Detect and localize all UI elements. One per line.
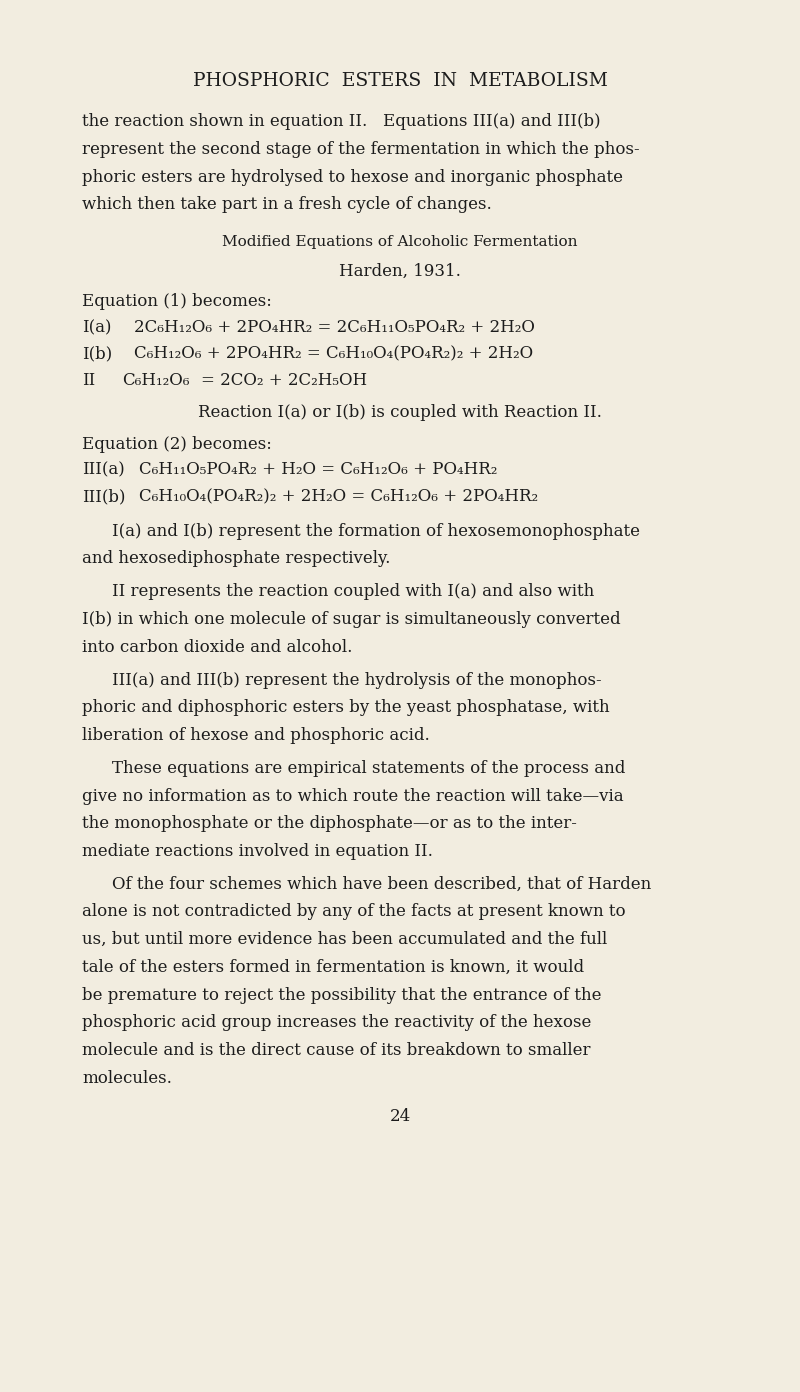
Text: the monophosphate or the diphosphate—or as to the inter-: the monophosphate or the diphosphate—or … (82, 816, 577, 832)
Text: 2C₆H₁₂O₆ + 2PO₄HR₂ = 2C₆H₁₁O₅PO₄R₂ + 2H₂O: 2C₆H₁₂O₆ + 2PO₄HR₂ = 2C₆H₁₁O₅PO₄R₂ + 2H₂… (134, 319, 535, 335)
Text: III(a) and III(b) represent the hydrolysis of the monophos-: III(a) and III(b) represent the hydrolys… (112, 671, 602, 689)
Text: represent the second stage of the fermentation in which the phos-: represent the second stage of the fermen… (82, 141, 640, 159)
Text: and hexosediphosphate respectively.: and hexosediphosphate respectively. (82, 550, 390, 568)
Text: phoric and diphosphoric esters by the yeast phosphatase, with: phoric and diphosphoric esters by the ye… (82, 699, 610, 717)
Text: phosphoric acid group increases the reactivity of the hexose: phosphoric acid group increases the reac… (82, 1015, 591, 1031)
Text: 24: 24 (390, 1108, 410, 1125)
Text: Harden, 1931.: Harden, 1931. (339, 263, 461, 280)
Text: mediate reactions involved in equation II.: mediate reactions involved in equation I… (82, 844, 433, 860)
Text: III(a): III(a) (82, 461, 125, 479)
Text: PHOSPHORIC  ESTERS  IN  METABOLISM: PHOSPHORIC ESTERS IN METABOLISM (193, 72, 607, 90)
Text: liberation of hexose and phosphoric acid.: liberation of hexose and phosphoric acid… (82, 727, 430, 743)
Text: = 2CO₂ + 2C₂H₅OH: = 2CO₂ + 2C₂H₅OH (201, 372, 367, 390)
Text: give no information as to which route the reaction will take—via: give no information as to which route th… (82, 788, 624, 805)
Text: I(a) and I(b) represent the formation of hexosemonophosphate: I(a) and I(b) represent the formation of… (112, 523, 640, 540)
Text: be premature to reject the possibility that the entrance of the: be premature to reject the possibility t… (82, 987, 602, 1004)
Text: into carbon dioxide and alcohol.: into carbon dioxide and alcohol. (82, 639, 352, 656)
Text: Equation (1) becomes:: Equation (1) becomes: (82, 294, 272, 310)
Text: C₆H₁₂O₆: C₆H₁₂O₆ (122, 372, 190, 390)
Text: Of the four schemes which have been described, that of Harden: Of the four schemes which have been desc… (112, 876, 651, 892)
Text: I(b) in which one molecule of sugar is simultaneously converted: I(b) in which one molecule of sugar is s… (82, 611, 621, 628)
Text: the reaction shown in equation II.   Equations III(a) and III(b): the reaction shown in equation II. Equat… (82, 113, 601, 131)
Text: C₆H₁₁O₅PO₄R₂ + H₂O = C₆H₁₂O₆ + PO₄HR₂: C₆H₁₁O₅PO₄R₂ + H₂O = C₆H₁₂O₆ + PO₄HR₂ (139, 461, 498, 479)
Text: phoric esters are hydrolysed to hexose and inorganic phosphate: phoric esters are hydrolysed to hexose a… (82, 168, 623, 185)
Text: tale of the esters formed in fermentation is known, it would: tale of the esters formed in fermentatio… (82, 959, 584, 976)
Text: which then take part in a fresh cycle of changes.: which then take part in a fresh cycle of… (82, 196, 492, 213)
Text: Modified Equations of Alcoholic Fermentation: Modified Equations of Alcoholic Fermenta… (222, 235, 578, 249)
Text: Reaction I(a) or I(b) is coupled with Reaction II.: Reaction I(a) or I(b) is coupled with Re… (198, 404, 602, 420)
Text: Equation (2) becomes:: Equation (2) becomes: (82, 436, 272, 452)
Text: C₆H₁₂O₆ + 2PO₄HR₂ = C₆H₁₀O₄(PO₄R₂)₂ + 2H₂O: C₆H₁₂O₆ + 2PO₄HR₂ = C₆H₁₀O₄(PO₄R₂)₂ + 2H… (134, 345, 533, 363)
Text: I(b): I(b) (82, 345, 112, 363)
Text: II: II (82, 372, 95, 390)
Text: alone is not contradicted by any of the facts at present known to: alone is not contradicted by any of the … (82, 903, 626, 920)
Text: molecules.: molecules. (82, 1069, 172, 1087)
Text: I(a): I(a) (82, 319, 111, 335)
Text: These equations are empirical statements of the process and: These equations are empirical statements… (112, 760, 626, 777)
Text: molecule and is the direct cause of its breakdown to smaller: molecule and is the direct cause of its … (82, 1041, 590, 1059)
Text: II represents the reaction coupled with I(a) and also with: II represents the reaction coupled with … (112, 583, 594, 600)
Text: us, but until more evidence has been accumulated and the full: us, but until more evidence has been acc… (82, 931, 607, 948)
Text: III(b): III(b) (82, 487, 126, 505)
Text: C₆H₁₀O₄(PO₄R₂)₂ + 2H₂O = C₆H₁₂O₆ + 2PO₄HR₂: C₆H₁₀O₄(PO₄R₂)₂ + 2H₂O = C₆H₁₂O₆ + 2PO₄H… (139, 487, 538, 505)
